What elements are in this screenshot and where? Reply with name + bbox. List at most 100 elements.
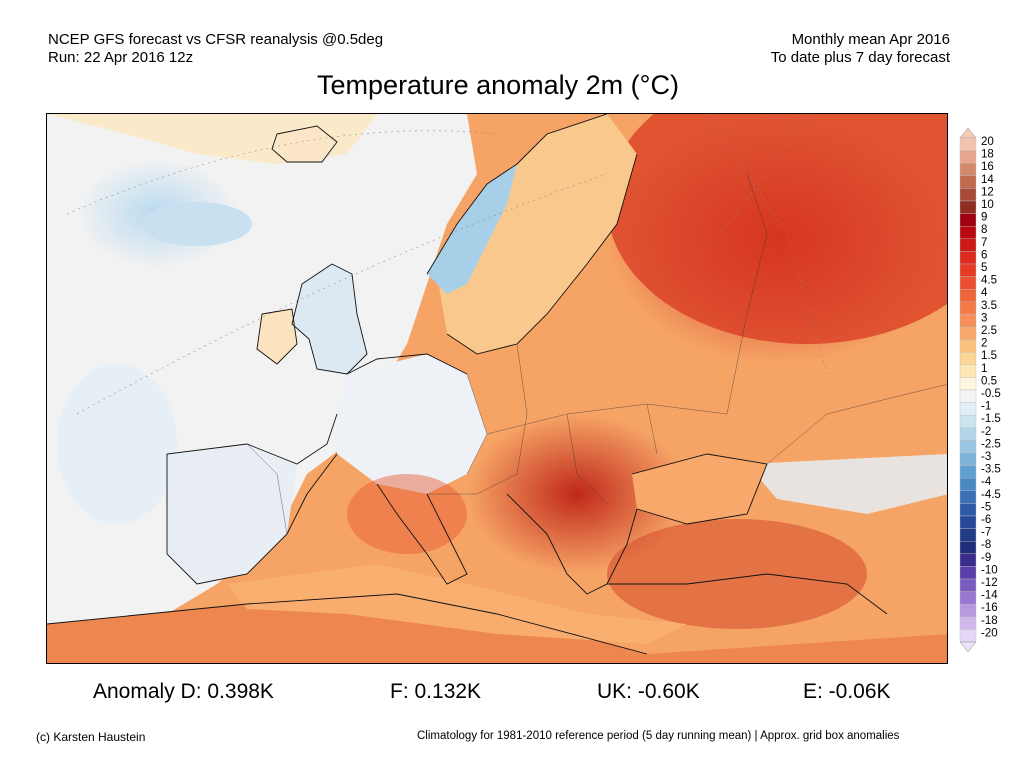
legend-swatch — [959, 465, 977, 479]
legend-label: 20 — [981, 136, 994, 148]
cool-anomaly-west — [57, 364, 177, 524]
benelux-france-neutral — [337, 354, 487, 494]
anomaly-e-value: E: -0.06K — [803, 680, 891, 703]
graticule — [66, 114, 828, 415]
header-left: NCEP GFS forecast vs CFSR reanalysis @0.… — [48, 31, 383, 67]
legend-swatch — [959, 263, 977, 277]
legend-swatch — [959, 553, 977, 567]
legend-label: 12 — [981, 186, 994, 198]
legend-swatch — [959, 604, 977, 618]
forecast-description: To date plus 7 day forecast — [770, 49, 950, 66]
period-description: Monthly mean Apr 2016 — [791, 31, 950, 48]
legend-label: 9 — [981, 212, 987, 224]
legend-label: -3 — [981, 451, 991, 463]
legend-label: 3 — [981, 312, 987, 324]
legend-swatch — [959, 288, 977, 302]
anomaly-d-value: Anomaly D: 0.398K — [93, 680, 274, 703]
legend-swatch — [959, 490, 977, 504]
model-description: NCEP GFS forecast vs CFSR reanalysis @0.… — [48, 31, 384, 48]
legend-swatch — [959, 566, 977, 580]
legend-swatch — [959, 541, 977, 555]
legend-swatch — [959, 163, 977, 177]
legend-label: -4.5 — [981, 489, 1001, 501]
legend-swatch — [959, 339, 977, 353]
legend-label: -10 — [981, 564, 998, 576]
legend-label: -2 — [981, 426, 991, 438]
legend-label: -12 — [981, 577, 998, 589]
climatology-note: Climatology for 1981-2010 reference peri… — [417, 730, 900, 742]
legend-label: 5 — [981, 262, 987, 274]
legend-swatch — [959, 175, 977, 189]
legend-label: 16 — [981, 161, 994, 173]
legend-swatch — [959, 478, 977, 492]
legend-swatch — [959, 377, 977, 391]
legend-swatch — [959, 578, 977, 592]
anomaly-f-value: F: 0.132K — [390, 680, 482, 703]
legend-swatch — [959, 452, 977, 466]
anomaly-uk-value: UK: -0.60K — [597, 680, 700, 703]
run-time: Run: 22 Apr 2016 12z — [48, 49, 194, 66]
legend-label: 3.5 — [981, 300, 997, 312]
legend-label: -2.5 — [981, 438, 1001, 450]
legend-swatch — [959, 213, 977, 227]
legend-label: -1 — [981, 401, 991, 413]
legend-swatch — [959, 364, 977, 378]
map-title: Temperature anomaly 2m (°C) — [317, 70, 679, 100]
credit: (c) Karsten Haustein — [36, 730, 146, 744]
norway-cool — [427, 164, 517, 294]
iceland — [272, 126, 337, 162]
legend-label: -6 — [981, 514, 991, 526]
uk-cool — [292, 264, 367, 374]
legend-swatch — [959, 427, 977, 441]
warm-anomaly-turkey — [607, 519, 867, 629]
legend-label: 4 — [981, 287, 988, 299]
legend-label: 8 — [981, 224, 987, 236]
color-scale-legend: 201816141210987654.543.532.521.510.5-0.5… — [959, 128, 1001, 652]
iberia-neutral — [167, 444, 297, 584]
legend-label: -4 — [981, 476, 992, 488]
black-sea — [632, 454, 767, 524]
mediterranean-sea — [227, 564, 687, 644]
legend-swatch — [959, 591, 977, 605]
legend-swatch — [959, 200, 977, 214]
cool-core-atlantic — [142, 202, 252, 246]
legend-label: 1.5 — [981, 350, 997, 362]
legend-top-arrow — [959, 128, 977, 139]
legend-label: 1 — [981, 363, 987, 375]
legend-label: -1.5 — [981, 413, 1001, 425]
header-right: Monthly mean Apr 2016 To date plus 7 day… — [771, 31, 950, 67]
legend-label: -18 — [981, 615, 998, 627]
legend-label: -7 — [981, 527, 991, 539]
europe-map-graphic — [47, 114, 947, 663]
legend-label: -20 — [981, 627, 998, 639]
legend-swatch — [959, 326, 977, 340]
legend-swatch — [959, 616, 977, 630]
legend-swatch — [959, 150, 977, 164]
legend-label: 4.5 — [981, 275, 997, 287]
legend-label: 14 — [981, 174, 994, 186]
legend-label: 2.5 — [981, 325, 997, 337]
warm-core-northeast — [607, 114, 947, 344]
legend-swatch — [959, 389, 977, 403]
legend-swatch — [959, 415, 977, 429]
legend-swatch — [959, 238, 977, 252]
legend-swatch — [959, 188, 977, 202]
legend-label: -16 — [981, 602, 998, 614]
legend-label: 7 — [981, 237, 987, 249]
legend-label: 6 — [981, 249, 987, 261]
legend-label: -3.5 — [981, 464, 1001, 476]
country-borders — [246, 173, 947, 535]
scandinavia-land — [437, 114, 637, 354]
legend-swatch — [959, 251, 977, 265]
warm-anomaly-italy — [347, 474, 467, 554]
caucasus-cool — [747, 454, 947, 514]
legend-label: -0.5 — [981, 388, 1001, 400]
legend-label: -14 — [981, 590, 998, 602]
coastlines — [47, 114, 888, 655]
legend-label: -5 — [981, 501, 991, 513]
legend-swatch — [959, 225, 977, 239]
legend-swatch — [959, 629, 977, 643]
legend-swatch — [959, 301, 977, 315]
legend-swatch — [959, 137, 977, 151]
ireland — [257, 309, 297, 364]
